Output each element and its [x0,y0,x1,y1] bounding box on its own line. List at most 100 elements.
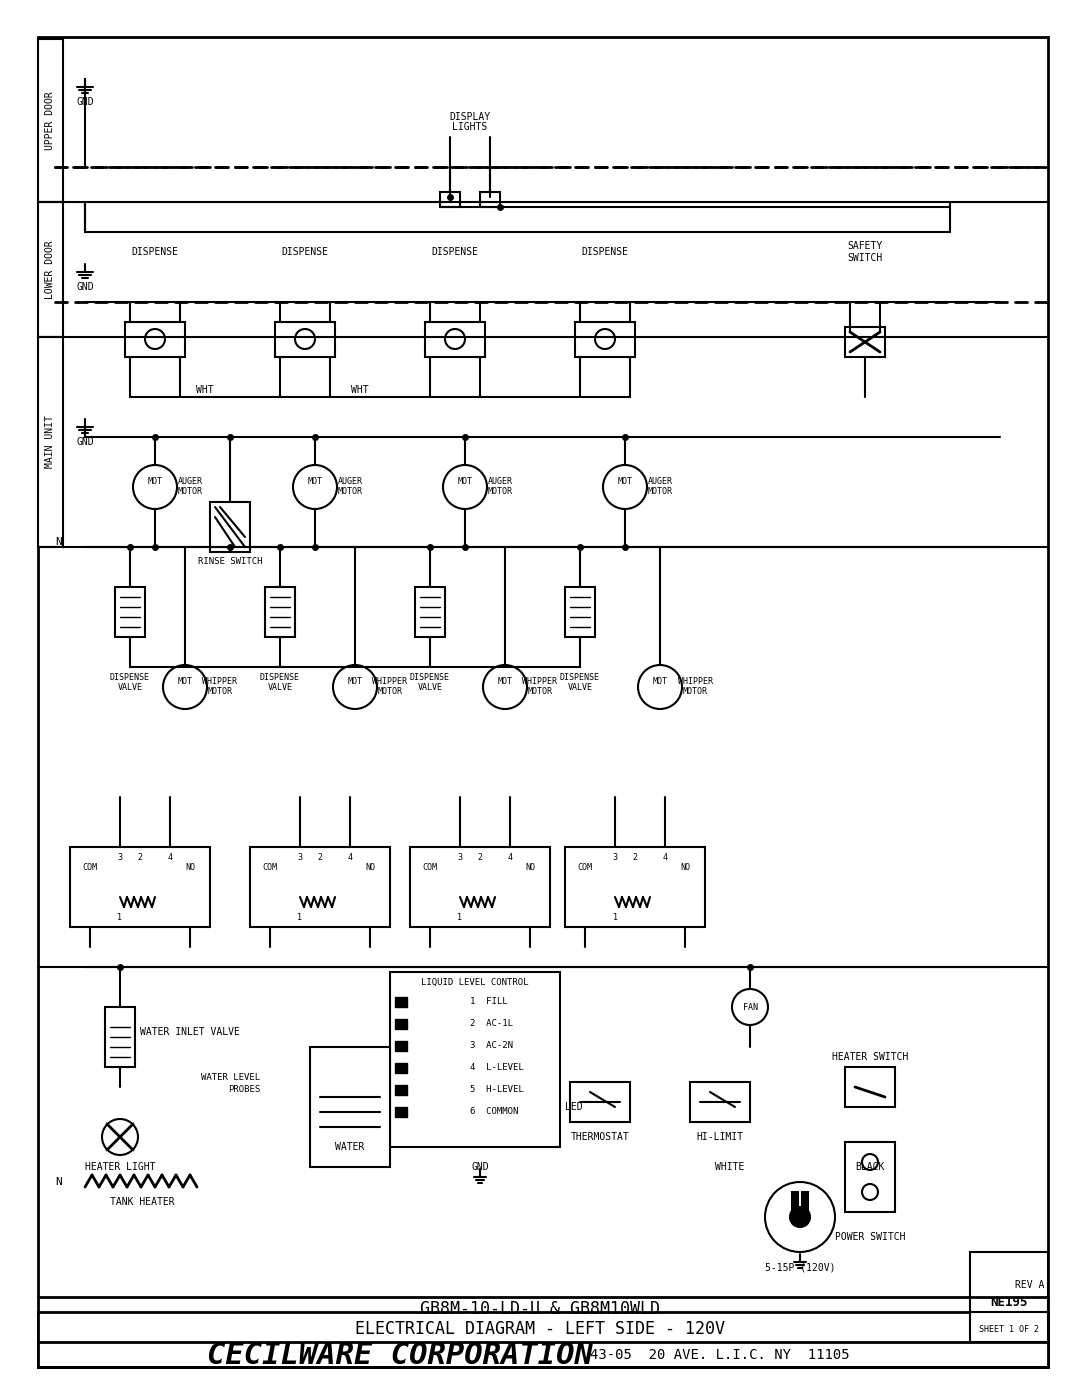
Text: HEATER LIGHT: HEATER LIGHT [84,1162,156,1172]
Text: MOT: MOT [618,478,633,486]
Text: GB8M-10-LD-U & GB8M10WLD
ELECTRICAL DIAGRAM - LEFT SIDE - 120V: GB8M-10-LD-U & GB8M10WLD ELECTRICAL DIAG… [355,1299,725,1338]
Text: POWER SWITCH: POWER SWITCH [835,1232,905,1242]
Text: DISPENSE: DISPENSE [410,672,450,682]
Text: TANK HEATER: TANK HEATER [110,1197,175,1207]
Text: HEATER SWITCH: HEATER SWITCH [832,1052,908,1062]
Bar [845,327,885,358]
Text: NO: NO [185,862,195,872]
Bar [210,502,249,552]
Text: COM: COM [578,862,593,872]
Text: 1: 1 [612,912,618,922]
Text: DISPENSE: DISPENSE [132,247,178,257]
Circle shape [295,330,315,349]
Text: WATER INLET VALVE: WATER INLET VALVE [140,1027,240,1037]
Bar [38,39,63,203]
Circle shape [333,665,377,710]
Circle shape [443,465,487,509]
Text: WATER: WATER [335,1141,365,1153]
Text: COM: COM [422,862,437,872]
Text: 3  AC-2N: 3 AC-2N [470,1042,513,1051]
Text: 5-15P (120V): 5-15P (120V) [765,1261,835,1273]
Circle shape [445,330,465,349]
Text: FAN: FAN [743,1003,757,1011]
Text: DISPENSE: DISPENSE [581,247,629,257]
Text: GND: GND [77,437,94,447]
Text: DISPENSE: DISPENSE [561,672,600,682]
Bar [265,587,295,637]
Circle shape [765,1182,835,1252]
Bar [970,1252,1048,1343]
Text: WHT: WHT [351,386,368,395]
Bar [275,321,335,358]
Bar [395,1041,407,1051]
Text: COM: COM [262,862,278,872]
Bar [410,847,550,928]
Text: 2: 2 [137,852,143,862]
Text: N: N [55,536,62,548]
Text: SHEET 1 OF 2: SHEET 1 OF 2 [978,1324,1039,1334]
Text: MAIN UNIT: MAIN UNIT [45,415,55,468]
Bar [395,1106,407,1118]
Text: 2: 2 [318,852,323,862]
Text: VALVE: VALVE [418,683,443,692]
Text: UPPER DOOR: UPPER DOOR [45,91,55,149]
Text: 2: 2 [477,852,483,862]
Circle shape [862,1185,878,1200]
Text: 1: 1 [297,912,302,922]
Bar [70,847,210,928]
Text: N: N [55,1178,62,1187]
Bar [690,1083,750,1122]
Bar [395,1085,407,1095]
Text: 3: 3 [297,852,302,862]
Text: PROBES: PROBES [228,1084,260,1094]
Text: GND: GND [77,282,94,292]
Text: DISPENSE: DISPENSE [432,247,478,257]
Bar [105,1007,135,1067]
Text: LIGHTS: LIGHTS [453,122,488,131]
Bar [426,321,485,358]
Text: MOT: MOT [148,478,162,486]
Bar [395,997,407,1007]
Text: WHT: WHT [197,386,214,395]
Bar [440,191,460,207]
Text: SAFETY
SWITCH: SAFETY SWITCH [848,242,882,263]
Text: 1: 1 [458,912,462,922]
Text: 4: 4 [662,852,667,862]
Circle shape [595,330,615,349]
Text: CECILWARE CORPORATION: CECILWARE CORPORATION [207,1341,593,1369]
Text: MOTOR: MOTOR [648,488,673,496]
Text: THERMOSTAT: THERMOSTAT [570,1132,630,1141]
Bar [570,1083,630,1122]
Circle shape [483,665,527,710]
Circle shape [145,330,165,349]
Text: DISPENSE: DISPENSE [110,672,150,682]
Text: MOT: MOT [348,678,363,686]
Text: LIQUID LEVEL CONTROL: LIQUID LEVEL CONTROL [421,978,529,986]
Text: MOTOR: MOTOR [177,488,203,496]
Text: MOT: MOT [177,678,192,686]
Bar [114,587,145,637]
Text: MOT: MOT [458,478,473,486]
Bar [38,337,63,548]
Text: WHIPPER: WHIPPER [523,678,557,686]
Bar [249,847,390,928]
Text: 4: 4 [508,852,513,862]
Text: AUGER: AUGER [177,478,203,486]
Text: 4: 4 [348,852,352,862]
Bar [38,1312,1048,1368]
Text: 3: 3 [118,852,122,862]
Text: DISPENSE: DISPENSE [260,672,300,682]
Text: RINSE SWITCH: RINSE SWITCH [198,557,262,567]
Bar [575,321,635,358]
Text: DISPENSE: DISPENSE [282,247,328,257]
Text: 43-05  20 AVE. L.I.C. NY  11105: 43-05 20 AVE. L.I.C. NY 11105 [590,1348,850,1362]
Bar [845,1141,895,1213]
Text: AUGER: AUGER [337,478,363,486]
Text: 4  L-LEVEL: 4 L-LEVEL [470,1063,524,1073]
Text: WATER LEVEL: WATER LEVEL [201,1073,260,1081]
Circle shape [102,1119,138,1155]
Bar [310,1046,390,1166]
Bar [845,1067,895,1106]
Text: LED: LED [565,1102,582,1112]
Circle shape [862,1154,878,1171]
